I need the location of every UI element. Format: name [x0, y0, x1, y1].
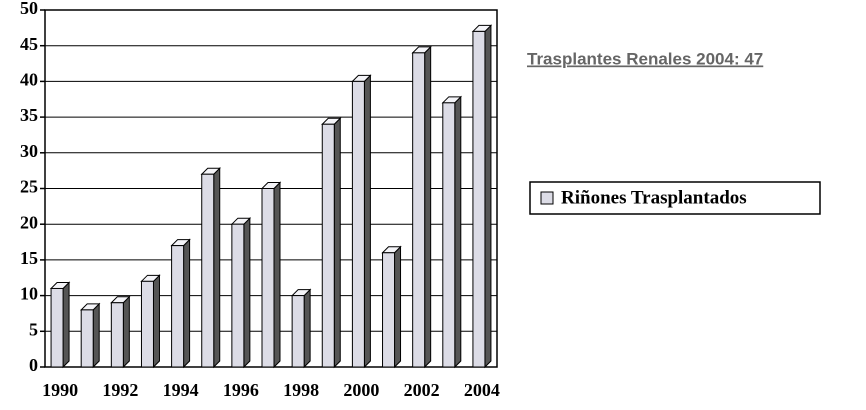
- bar-side: [122, 295, 130, 369]
- bar-side: [273, 181, 281, 369]
- y-tick-label: 40: [20, 70, 38, 90]
- legend: [529, 181, 821, 215]
- bar: [50, 287, 64, 368]
- bar-side: [484, 24, 492, 369]
- bar-side: [92, 302, 100, 369]
- bar: [231, 223, 245, 368]
- bar-side: [152, 274, 160, 369]
- x-tick-label: 1992: [102, 380, 138, 400]
- bar: [382, 252, 396, 368]
- bar: [321, 123, 335, 368]
- x-tick-label: 1998: [283, 380, 319, 400]
- legend-label: Riñones Trasplantados: [561, 187, 747, 208]
- bar-side: [333, 117, 341, 369]
- y-tick-label: 15: [20, 248, 38, 268]
- bar: [351, 80, 365, 368]
- bar: [291, 295, 305, 368]
- x-tick-label: 2004: [464, 380, 500, 400]
- bar: [110, 302, 124, 368]
- x-tick-label: 1990: [42, 380, 78, 400]
- x-tick-label: 2002: [404, 380, 440, 400]
- bar: [472, 30, 486, 368]
- bar-side: [213, 167, 221, 369]
- bar: [140, 280, 154, 368]
- bar: [442, 102, 456, 368]
- bar-side: [62, 281, 70, 369]
- y-tick-label: 35: [20, 105, 38, 125]
- y-tick-label: 30: [20, 141, 38, 161]
- x-tick-label: 1996: [223, 380, 259, 400]
- y-tick-label: 10: [20, 284, 38, 304]
- bar-side: [424, 45, 432, 369]
- bar: [412, 52, 426, 368]
- y-tick-label: 45: [20, 34, 38, 54]
- bar: [80, 309, 94, 368]
- bar-side: [243, 216, 251, 369]
- y-tick-label: 20: [20, 212, 38, 232]
- x-tick-label: 2000: [343, 380, 379, 400]
- annotation: Trasplantes Renales 2004: 47: [527, 49, 763, 68]
- y-tick-label: 50: [20, 0, 38, 18]
- bar-side: [303, 288, 311, 369]
- bar-side: [363, 74, 371, 369]
- legend-swatch: [540, 191, 554, 205]
- y-tick-label: 0: [29, 355, 38, 375]
- bar: [201, 173, 215, 368]
- y-tick-label: 25: [20, 177, 38, 197]
- bar-side: [454, 95, 462, 369]
- bar: [261, 188, 275, 368]
- x-tick-label: 1994: [163, 380, 199, 400]
- bar-side: [394, 245, 402, 369]
- y-tick-label: 5: [29, 319, 38, 339]
- bar-side: [183, 238, 191, 369]
- bar: [171, 245, 185, 368]
